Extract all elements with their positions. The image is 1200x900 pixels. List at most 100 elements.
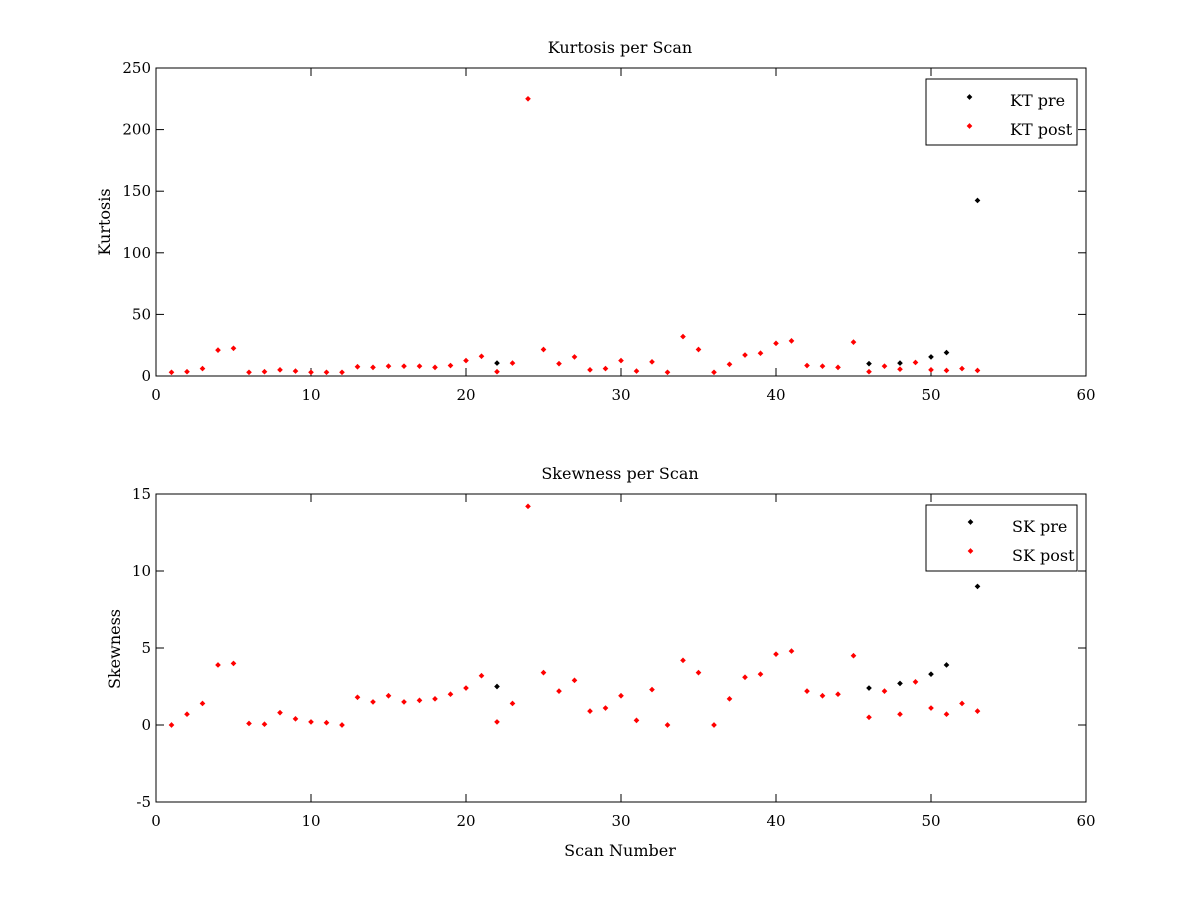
y-tick-label: 200 bbox=[122, 121, 151, 139]
point-kt-post bbox=[866, 368, 872, 375]
point-kt-post bbox=[199, 365, 206, 372]
point-sk-post bbox=[804, 688, 810, 694]
point-sk-post bbox=[726, 695, 733, 702]
point-kt-pre bbox=[897, 360, 903, 366]
legend: KT pre KT post bbox=[925, 78, 1078, 146]
point-sk-post bbox=[339, 722, 345, 728]
plot-title: Kurtosis per Scan bbox=[548, 38, 692, 57]
x-tick-label: 40 bbox=[766, 386, 785, 404]
y-tick-label: 10 bbox=[132, 562, 151, 580]
x-tick-label: 20 bbox=[456, 386, 475, 404]
legend-label-sk-pre: SK pre bbox=[1012, 517, 1067, 536]
point-sk-post bbox=[277, 709, 283, 716]
point-kt-post bbox=[292, 368, 299, 374]
point-kt-post bbox=[602, 365, 609, 372]
point-kt-post bbox=[230, 345, 237, 352]
point-kt-post bbox=[897, 366, 903, 373]
point-sk-post bbox=[540, 669, 547, 676]
y-tick-label: -5 bbox=[136, 793, 151, 811]
point-kt-post bbox=[416, 363, 423, 369]
point-kt-post bbox=[664, 369, 671, 376]
point-sk-post bbox=[308, 719, 314, 725]
point-sk-post bbox=[618, 692, 624, 699]
point-kt-post bbox=[974, 367, 981, 374]
x-tick-label: 30 bbox=[611, 386, 630, 404]
point-sk-post bbox=[246, 720, 252, 727]
point-sk-post bbox=[773, 651, 779, 657]
y-axis-label: Skewness bbox=[105, 609, 124, 689]
point-kt-post bbox=[571, 354, 578, 360]
x-tick-label: 60 bbox=[1076, 812, 1095, 830]
x-tick-label: 60 bbox=[1076, 386, 1095, 404]
point-sk-post bbox=[184, 711, 190, 718]
legend-marker-sk-pre bbox=[967, 519, 974, 525]
point-kt-post bbox=[184, 368, 190, 375]
point-kt-post bbox=[478, 353, 485, 360]
point-sk-post bbox=[432, 695, 438, 702]
x-tick-label: 50 bbox=[921, 386, 940, 404]
point-kt-post bbox=[370, 364, 376, 371]
point-sk-post bbox=[323, 719, 330, 726]
y-tick-label: 50 bbox=[132, 305, 151, 323]
point-kt-post bbox=[308, 369, 314, 376]
y-tick-label: 150 bbox=[122, 182, 151, 200]
point-kt-post bbox=[525, 95, 531, 102]
plot-title: Skewness per Scan bbox=[541, 464, 698, 483]
x-axis-label: Scan Number bbox=[564, 841, 676, 860]
point-kt-post bbox=[835, 364, 841, 371]
point-sk-post bbox=[664, 722, 671, 728]
y-tick-label: 100 bbox=[122, 244, 151, 262]
kurtosis-plot: Kurtosis per Scan Kurtosis 0 10 20 30 40 50 60… bbox=[95, 38, 1096, 404]
point-sk-post bbox=[695, 669, 702, 676]
point-kt-post bbox=[788, 338, 795, 344]
point-kt-post bbox=[447, 362, 454, 369]
point-kt-post bbox=[757, 350, 764, 357]
point-kt-pre bbox=[974, 197, 981, 204]
legend: SK pre SK post bbox=[925, 504, 1078, 572]
point-sk-post bbox=[819, 692, 826, 699]
point-kt-post bbox=[509, 360, 516, 366]
point-sk-post bbox=[478, 672, 485, 679]
point-kt-post bbox=[928, 367, 934, 373]
y-tick-label: 5 bbox=[141, 639, 151, 657]
point-kt-post bbox=[711, 369, 717, 376]
legend-marker-sk-post bbox=[967, 548, 974, 554]
point-kt-post bbox=[277, 367, 283, 373]
legend-box bbox=[925, 78, 1078, 146]
point-sk-post bbox=[385, 692, 392, 699]
point-kt-post bbox=[354, 363, 361, 370]
point-kt-post bbox=[246, 369, 252, 376]
point-kt-post bbox=[726, 361, 733, 368]
point-sk-post bbox=[370, 699, 376, 705]
y-tick-label: 15 bbox=[132, 485, 151, 503]
point-kt-post bbox=[323, 369, 330, 376]
point-kt-post bbox=[695, 346, 702, 353]
point-sk-post bbox=[416, 697, 423, 704]
point-kt-post bbox=[587, 367, 593, 373]
point-sk-pre bbox=[943, 662, 950, 668]
x-tick-label: 30 bbox=[611, 812, 630, 830]
point-kt-post bbox=[804, 362, 810, 369]
ticks-group: 0 10 20 30 40 50 60 0 50 100 150 200 250 bbox=[122, 59, 1095, 404]
y-tick-label: 0 bbox=[141, 367, 151, 385]
point-sk-post bbox=[199, 700, 206, 707]
point-sk-post bbox=[711, 722, 717, 728]
point-sk-post bbox=[509, 700, 516, 707]
point-sk-post bbox=[494, 719, 500, 725]
point-kt-post bbox=[633, 368, 640, 374]
point-kt-post bbox=[385, 363, 392, 369]
point-sk-post bbox=[168, 722, 175, 728]
point-kt-post bbox=[432, 364, 438, 371]
point-sk-post bbox=[881, 688, 888, 694]
point-sk-post bbox=[835, 691, 841, 698]
point-kt-post bbox=[773, 340, 779, 347]
point-sk-post bbox=[649, 686, 655, 693]
point-kt-pre bbox=[943, 349, 950, 356]
point-sk-post bbox=[897, 711, 903, 718]
point-kt-post bbox=[261, 368, 268, 375]
legend-label-sk-post: SK post bbox=[1012, 546, 1075, 565]
x-tick-label: 40 bbox=[766, 812, 785, 830]
point-sk-post bbox=[261, 721, 268, 728]
y-axis-label: Kurtosis bbox=[95, 188, 114, 255]
